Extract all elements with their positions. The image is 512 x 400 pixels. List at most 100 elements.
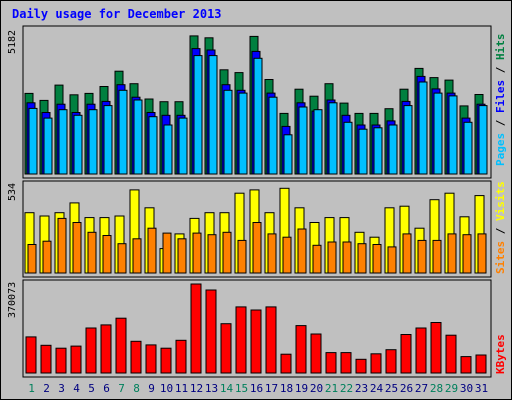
bar-kbytes-day-29 [445, 334, 457, 374]
bar-kbytes-day-20 [310, 333, 322, 374]
bar-pages-day-3 [58, 109, 68, 175]
x-tick-day-25: 25 [385, 382, 398, 395]
bar-pages-day-9 [148, 116, 158, 175]
chart-title: Daily usage for December 2013 [12, 7, 222, 21]
legend-middle: Sites / Visits [494, 181, 507, 274]
x-tick-day-31: 31 [475, 382, 488, 395]
bar-kbytes-day-22 [340, 352, 352, 374]
bar-sites-day-31 [477, 233, 487, 274]
legend-top: Pages / Files / Hits [494, 34, 507, 167]
bar-sites-day-5 [87, 231, 97, 274]
bar-pages-day-15 [238, 92, 248, 175]
bar-kbytes-day-16 [250, 309, 262, 374]
bar-sites-day-3 [57, 217, 67, 274]
bar-kbytes-day-30 [460, 356, 472, 374]
bar-sites-day-29 [447, 233, 457, 274]
bar-sites-day-17 [267, 233, 277, 274]
bar-kbytes-day-21 [325, 352, 337, 374]
x-tick-day-18: 18 [280, 382, 293, 395]
bar-pages-day-4 [73, 114, 83, 175]
x-tick-day-13: 13 [205, 382, 218, 395]
x-tick-day-6: 6 [103, 382, 110, 395]
bar-sites-day-9 [147, 227, 157, 274]
bar-pages-day-2 [43, 117, 53, 175]
max-label-kbytes: 370073 [7, 282, 18, 318]
bar-sites-day-11 [177, 238, 187, 274]
legend-kbytes: KBytes [494, 334, 507, 374]
bar-kbytes-day-10 [160, 347, 172, 374]
bar-kbytes-day-28 [430, 322, 442, 374]
x-tick-day-2: 2 [43, 382, 50, 395]
bar-pages-day-31 [478, 105, 488, 175]
x-tick-day-15: 15 [235, 382, 248, 395]
x-tick-day-10: 10 [160, 382, 173, 395]
bar-kbytes-day-31 [475, 354, 487, 374]
x-tick-day-3: 3 [58, 382, 65, 395]
bar-pages-day-29 [448, 95, 458, 175]
x-tick-day-19: 19 [295, 382, 308, 395]
bar-pages-day-13 [208, 55, 218, 175]
x-tick-day-14: 14 [220, 382, 234, 395]
x-tick-day-23: 23 [355, 382, 368, 395]
bar-sites-day-2 [42, 240, 52, 274]
bar-sites-day-27 [417, 239, 427, 274]
x-tick-day-17: 17 [265, 382, 278, 395]
bar-kbytes-day-9 [145, 344, 157, 374]
bar-pages-day-14 [223, 89, 233, 175]
bar-sites-day-26 [402, 233, 412, 274]
bar-pages-day-1 [28, 107, 38, 175]
bar-kbytes-day-11 [175, 339, 187, 374]
x-tick-day-28: 28 [430, 382, 443, 395]
bar-kbytes-day-27 [415, 327, 427, 374]
bar-pages-day-19 [298, 106, 308, 175]
bar-sites-day-24 [372, 244, 382, 274]
bar-pages-day-25 [388, 124, 398, 175]
bar-sites-day-19 [297, 228, 307, 274]
bar-kbytes-day-13 [205, 289, 217, 374]
bar-kbytes-day-24 [370, 353, 382, 374]
x-tick-day-9: 9 [148, 382, 155, 395]
x-tick-day-21: 21 [325, 382, 338, 395]
legend-hits: Hits [494, 34, 507, 61]
x-tick-day-24: 24 [370, 382, 384, 395]
bar-kbytes-day-1 [25, 336, 37, 374]
x-tick-day-7: 7 [118, 382, 125, 395]
x-tick-day-27: 27 [415, 382, 428, 395]
x-tick-day-8: 8 [133, 382, 140, 395]
bar-kbytes-day-6 [100, 324, 112, 374]
bar-sites-day-13 [207, 234, 217, 274]
bar-pages-day-18 [283, 134, 293, 175]
bar-pages-day-5 [88, 109, 98, 175]
bar-pages-day-8 [133, 99, 143, 175]
x-tick-day-22: 22 [340, 382, 353, 395]
bar-pages-day-30 [463, 121, 473, 175]
bar-sites-day-8 [132, 238, 142, 274]
bar-sites-day-10 [162, 232, 172, 274]
bar-kbytes-day-26 [400, 334, 412, 374]
bar-pages-day-10 [163, 124, 173, 175]
bar-sites-day-4 [72, 222, 82, 274]
bar-sites-day-25 [387, 246, 397, 274]
bar-kbytes-day-17 [265, 306, 277, 374]
bar-pages-day-6 [103, 105, 113, 175]
max-label-hits: 5182 [7, 30, 18, 54]
bar-sites-day-30 [462, 234, 472, 274]
x-tick-day-1: 1 [28, 382, 35, 395]
x-tick-day-29: 29 [445, 382, 458, 395]
bar-pages-day-23 [358, 128, 368, 175]
bar-sites-day-6 [102, 235, 112, 274]
bar-kbytes-day-2 [40, 344, 52, 374]
bar-kbytes-day-4 [70, 345, 82, 374]
bar-kbytes-day-5 [85, 327, 97, 374]
x-tick-day-16: 16 [250, 382, 263, 395]
bar-sites-day-14 [222, 231, 232, 274]
bar-kbytes-day-15 [235, 306, 247, 374]
bar-kbytes-day-23 [355, 358, 367, 374]
legend-sites: Sites [494, 241, 507, 274]
bar-pages-day-27 [418, 81, 428, 175]
x-tick-day-4: 4 [73, 382, 80, 395]
bar-sites-day-15 [237, 239, 247, 274]
legend-visits: Visits [494, 181, 507, 221]
bar-sites-day-21 [327, 241, 337, 274]
